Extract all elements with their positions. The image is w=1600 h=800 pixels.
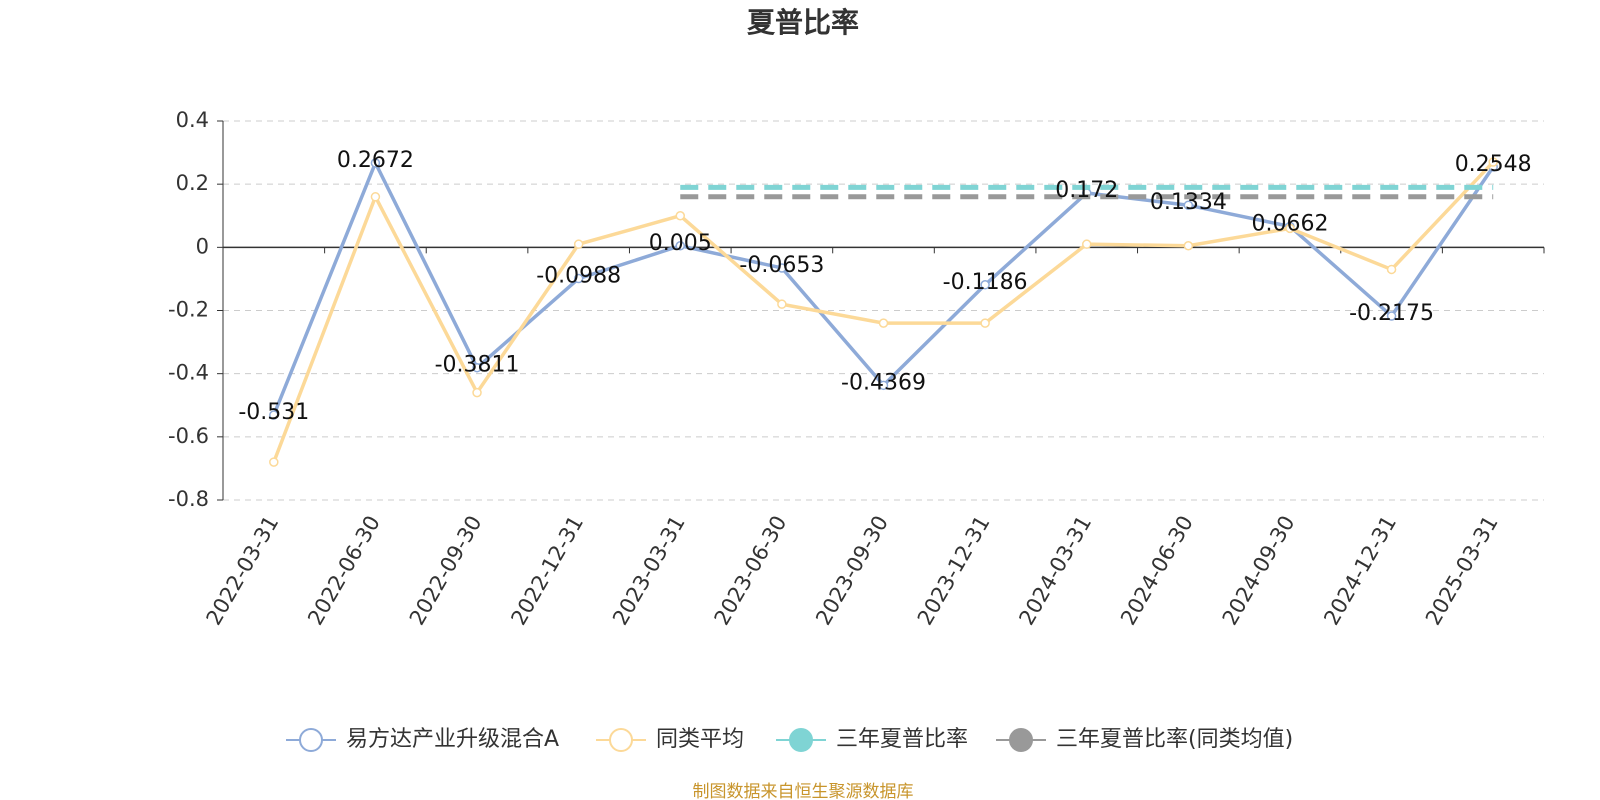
point [1488, 157, 1498, 167]
point [573, 273, 584, 284]
point [573, 239, 584, 249]
legend-marker [299, 728, 323, 752]
x-tick-label: 2024-09-30 [1218, 512, 1300, 630]
series-line [272, 160, 1495, 463]
y-tick-label: 0.2 [176, 171, 209, 195]
x-tick-label: 2023-09-30 [811, 512, 893, 630]
data-label: 0.0662 [1251, 211, 1328, 236]
point [269, 410, 279, 420]
point [472, 387, 482, 398]
y-tick-label: -0.6 [168, 424, 209, 448]
data-label: -0.0988 [536, 264, 621, 289]
point [269, 457, 279, 467]
legend-label: 三年夏普比率(同类均值) [1056, 727, 1293, 752]
point [777, 299, 787, 309]
point [1183, 241, 1194, 251]
x-tick-label: 2025-03-31 [1421, 512, 1503, 630]
x-tick-label: 2024-06-30 [1116, 512, 1198, 630]
point [1285, 223, 1295, 234]
legend-marker [1009, 728, 1033, 752]
legend-label: 三年夏普比率 [836, 727, 968, 752]
point [1081, 239, 1092, 249]
data-label: 0.2672 [337, 148, 414, 173]
data-label: -0.3811 [435, 353, 520, 378]
x-tick-label: 2022-12-31 [506, 512, 588, 630]
data-label: -0.531 [238, 400, 309, 425]
y-tick-label: -0.4 [168, 361, 209, 385]
data-label: 0.172 [1055, 178, 1118, 203]
point [472, 362, 482, 373]
data-label: -0.2175 [1349, 301, 1434, 326]
point [777, 263, 787, 273]
y-tick-label: -0.2 [168, 298, 209, 322]
point [878, 380, 889, 391]
data-label: -0.0653 [739, 253, 824, 278]
chart-title: 夏普比率 [747, 6, 859, 39]
point [1386, 264, 1397, 275]
x-tick-label: 2022-03-31 [202, 512, 284, 630]
y-tick-label: 0 [196, 234, 209, 258]
x-tick-label: 2024-12-31 [1319, 512, 1401, 630]
data-label: -0.1186 [943, 270, 1028, 295]
point [1183, 200, 1194, 210]
data-label: -0.4369 [841, 370, 926, 395]
point [370, 158, 381, 168]
point [1386, 311, 1397, 321]
data-label: 0.1334 [1150, 190, 1227, 215]
source-note: 制图数据来自恒生聚源数据库 [693, 782, 914, 800]
x-tick-label: 2022-09-30 [405, 512, 487, 630]
legend-label: 易方达产业升级混合A [346, 727, 559, 752]
point [878, 318, 889, 328]
point [980, 280, 990, 290]
legend-marker [789, 728, 813, 752]
y-tick-label: 0.4 [176, 108, 209, 132]
y-tick-label: -0.8 [168, 487, 209, 511]
x-tick-label: 2023-03-31 [608, 512, 690, 630]
point [675, 241, 686, 251]
point [675, 211, 686, 221]
point [980, 318, 990, 328]
point [370, 192, 381, 202]
x-tick-label: 2023-12-31 [913, 512, 995, 630]
data-label: 0.2548 [1455, 152, 1532, 177]
legend-label: 同类平均 [656, 727, 744, 752]
legend-marker [609, 728, 633, 752]
x-tick-label: 2023-06-30 [710, 512, 792, 630]
x-tick-label: 2024-03-31 [1014, 512, 1096, 630]
x-tick-label: 2022-06-30 [303, 512, 385, 630]
data-label: 0.005 [649, 231, 712, 256]
